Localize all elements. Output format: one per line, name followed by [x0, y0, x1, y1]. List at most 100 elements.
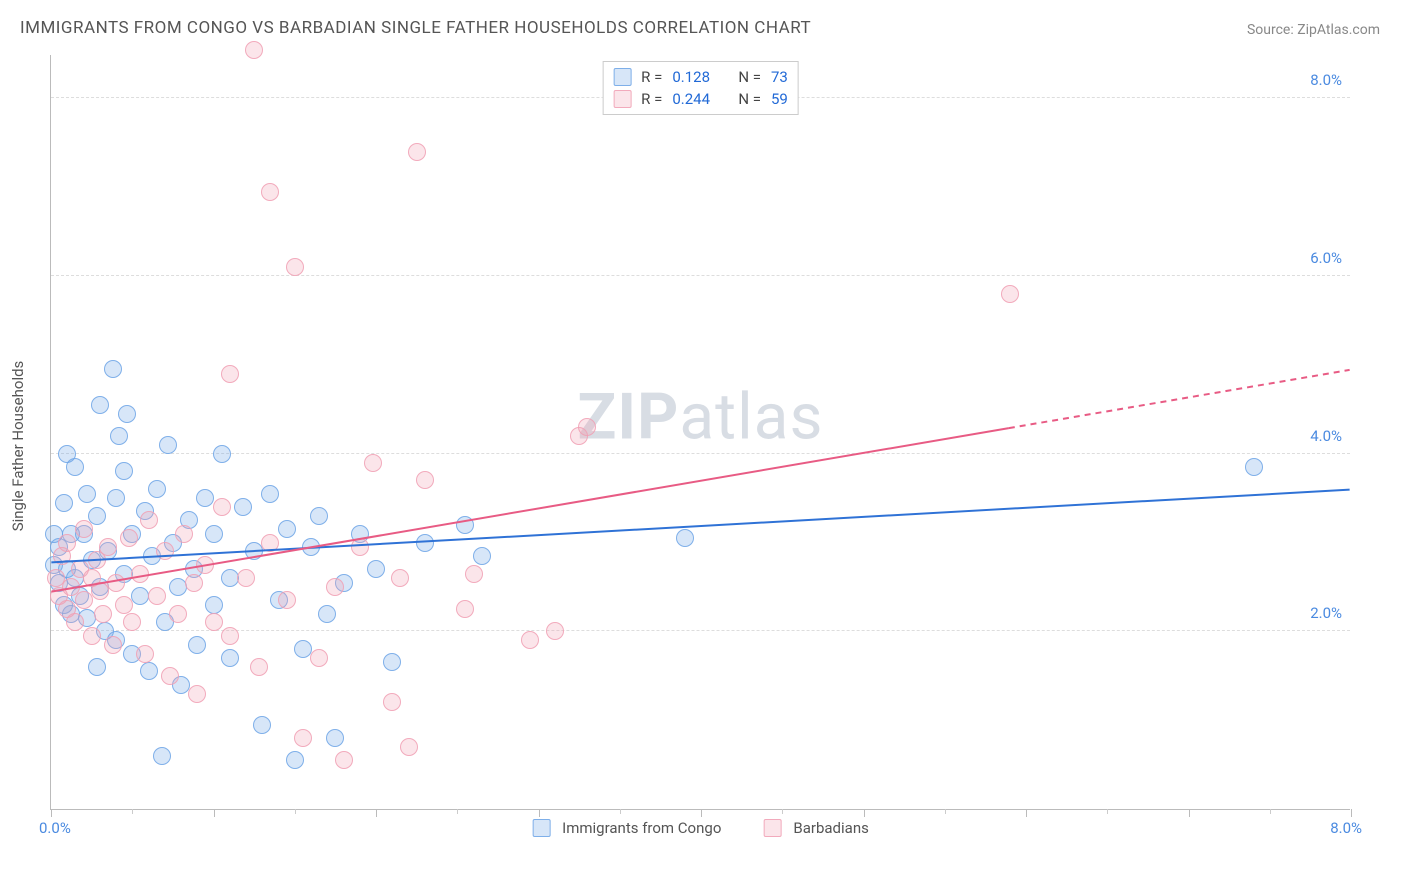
x-tick-minor — [1107, 809, 1108, 814]
data-point — [310, 649, 328, 667]
data-point — [156, 542, 174, 560]
data-point — [400, 738, 418, 756]
series-legend: Immigrants from Congo Barbadians — [532, 819, 869, 837]
data-point — [123, 613, 141, 631]
watermark-rest: atlas — [679, 379, 823, 454]
data-point — [196, 489, 214, 507]
x-tick-minor — [945, 809, 946, 814]
n-value-barbadians: 59 — [771, 90, 788, 108]
gridline-horizontal — [51, 630, 1350, 631]
data-point — [364, 454, 382, 472]
legend-swatch-barbadians — [613, 90, 631, 108]
data-point — [148, 587, 166, 605]
data-point — [326, 729, 344, 747]
x-tick-major — [1351, 809, 1352, 817]
data-point — [351, 538, 369, 556]
data-point — [456, 516, 474, 534]
data-point — [221, 627, 239, 645]
x-tick-major — [376, 809, 377, 817]
data-point — [570, 427, 588, 445]
trend-lines — [51, 55, 1350, 809]
data-point — [66, 458, 84, 476]
chart-title: IMMIGRANTS FROM CONGO VS BARBADIAN SINGL… — [20, 18, 811, 38]
data-point — [153, 747, 171, 765]
data-point — [408, 143, 426, 161]
data-point — [261, 485, 279, 503]
x-tick-major — [51, 809, 52, 817]
x-axis-label-min: 0.0% — [39, 819, 71, 837]
x-tick-major — [1189, 809, 1190, 817]
r-label: R = — [641, 90, 662, 108]
data-point — [58, 534, 76, 552]
legend-swatch-congo — [613, 68, 631, 86]
data-point — [196, 556, 214, 574]
data-point — [250, 658, 268, 676]
data-point — [253, 716, 271, 734]
data-point — [335, 751, 353, 769]
series-label-congo: Immigrants from Congo — [562, 819, 721, 837]
data-point — [416, 534, 434, 552]
data-point — [104, 360, 122, 378]
data-point — [94, 605, 112, 623]
data-point — [213, 498, 231, 516]
data-point — [294, 640, 312, 658]
y-tick-label: 4.0% — [1310, 427, 1342, 445]
y-tick-label: 2.0% — [1310, 604, 1342, 622]
x-tick-minor — [132, 809, 133, 814]
plot-area: ZIPatlas R = 0.128 N = 73 R = 0.244 N = … — [50, 55, 1350, 810]
data-point — [115, 596, 133, 614]
data-point — [88, 658, 106, 676]
data-point — [175, 525, 193, 543]
data-point — [78, 485, 96, 503]
data-point — [278, 520, 296, 538]
data-point — [110, 427, 128, 445]
y-tick-label: 8.0% — [1310, 71, 1342, 89]
gridline-horizontal — [51, 275, 1350, 276]
data-point — [1245, 458, 1263, 476]
data-point — [465, 565, 483, 583]
data-point — [546, 622, 564, 640]
source-label: Source: ZipAtlas.com — [1247, 22, 1380, 38]
data-point — [118, 405, 136, 423]
x-tick-minor — [782, 809, 783, 814]
data-point — [131, 565, 149, 583]
correlation-legend-row: R = 0.244 N = 59 — [613, 88, 788, 110]
data-point — [294, 729, 312, 747]
watermark: ZIPatlas — [578, 379, 824, 454]
data-point — [286, 258, 304, 276]
n-label: N = — [738, 68, 761, 86]
data-point — [676, 529, 694, 547]
x-tick-major — [864, 809, 865, 817]
r-value-barbadians: 0.244 — [672, 90, 720, 108]
data-point — [161, 667, 179, 685]
x-tick-minor — [457, 809, 458, 814]
data-point — [140, 511, 158, 529]
data-point — [261, 183, 279, 201]
data-point — [456, 600, 474, 618]
data-point — [221, 365, 239, 383]
x-tick-minor — [620, 809, 621, 814]
series-label-barbadians: Barbadians — [793, 819, 868, 837]
data-point — [159, 436, 177, 454]
r-label: R = — [641, 68, 662, 86]
x-tick-major — [1026, 809, 1027, 817]
data-point — [148, 480, 166, 498]
data-point — [302, 538, 320, 556]
data-point — [104, 636, 122, 654]
data-point — [169, 605, 187, 623]
data-point — [136, 645, 154, 663]
data-point — [88, 507, 106, 525]
data-point — [83, 627, 101, 645]
data-point — [245, 542, 263, 560]
x-tick-minor — [1270, 809, 1271, 814]
watermark-bold: ZIP — [578, 379, 680, 454]
data-point — [318, 605, 336, 623]
data-point — [521, 631, 539, 649]
gridline-horizontal — [51, 453, 1350, 454]
correlation-legend-row: R = 0.128 N = 73 — [613, 66, 788, 88]
data-point — [213, 445, 231, 463]
data-point — [66, 613, 84, 631]
data-point — [185, 574, 203, 592]
correlation-legend: R = 0.128 N = 73 R = 0.244 N = 59 — [602, 61, 799, 115]
data-point — [91, 396, 109, 414]
